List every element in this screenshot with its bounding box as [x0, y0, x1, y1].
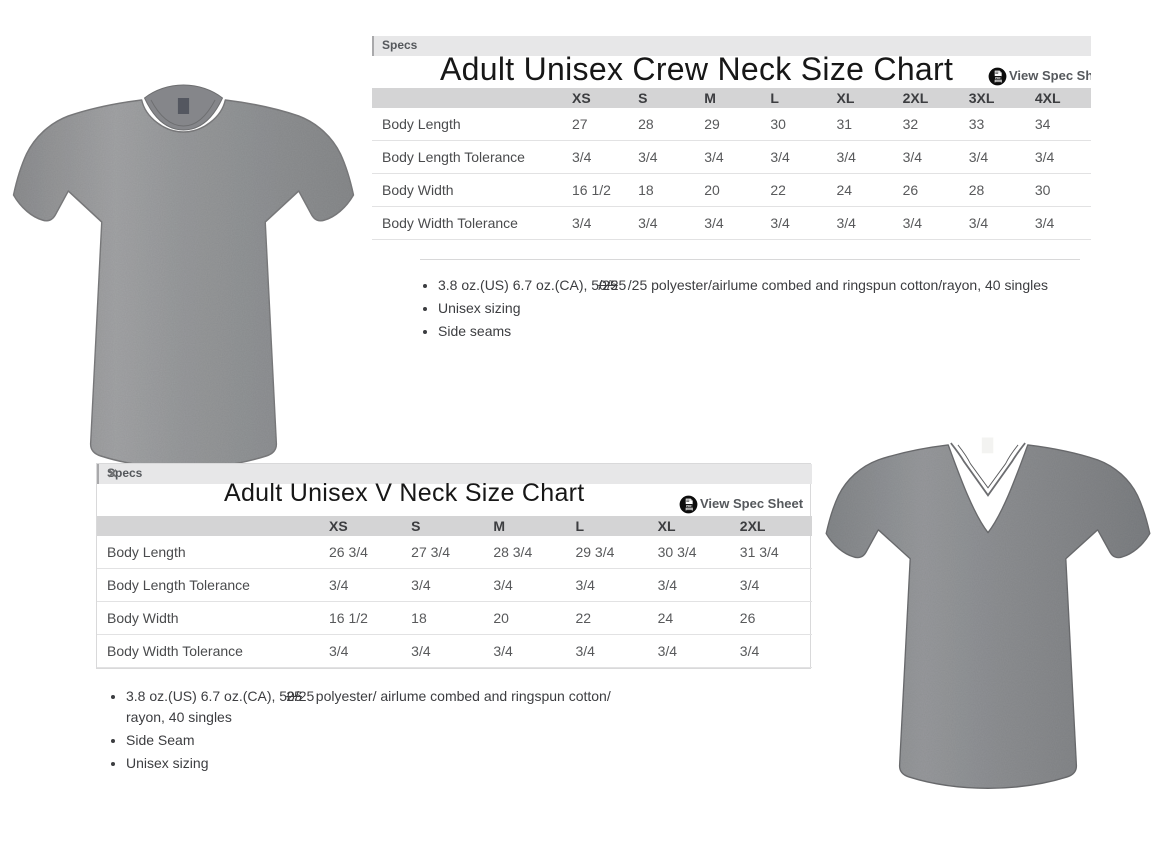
svg-text:PDF: PDF — [995, 76, 1001, 80]
svg-text:PDF: PDF — [686, 504, 692, 508]
